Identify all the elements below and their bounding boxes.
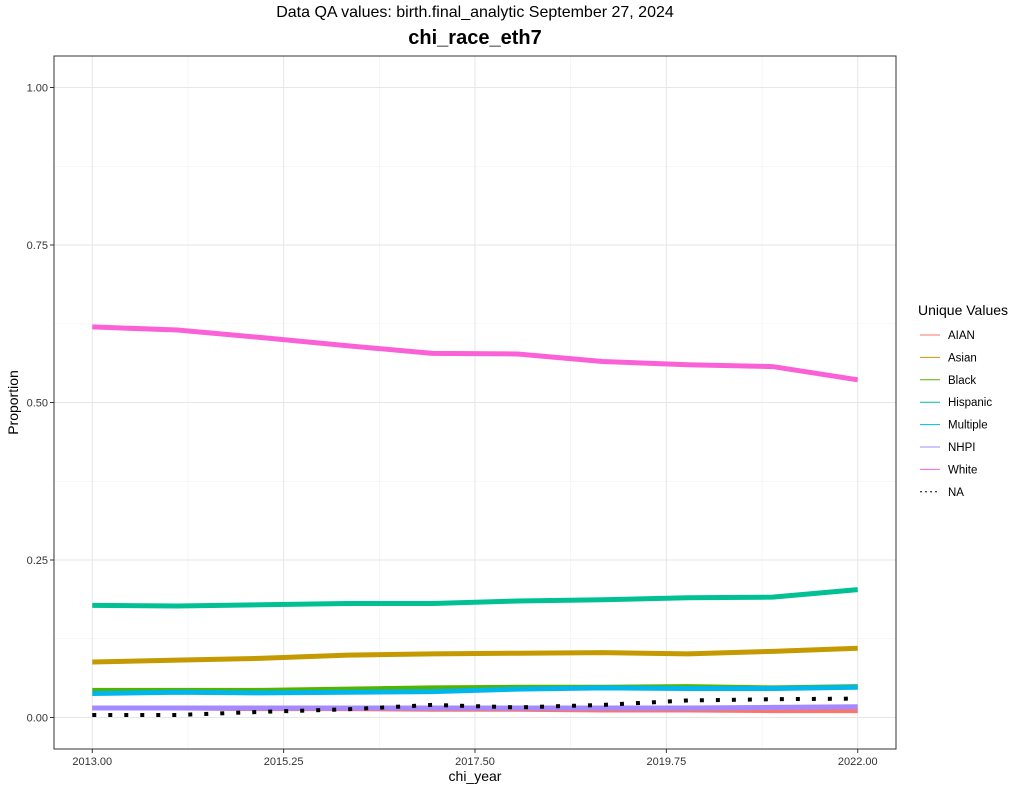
x-tick-label: 2017.50	[455, 756, 495, 768]
series-lines	[92, 324, 859, 717]
y-tick-label: 1.00	[27, 83, 48, 95]
legend-label-black: Black	[948, 375, 976, 387]
chart-title: chi_race_eth7	[408, 27, 542, 49]
grid-lines	[54, 56, 896, 749]
y-axis-label: Proportion	[5, 370, 21, 435]
y-tick-label: 0.50	[27, 398, 48, 410]
x-axis-label: chi_year	[449, 768, 502, 784]
x-tick-label: 2013.00	[72, 756, 112, 768]
series-line-multiple	[92, 684, 858, 697]
axes: 2013.00 2015.25 2017.50 2019.75 2022.00 0.00 0…	[27, 83, 878, 769]
x-tick-label: 2019.75	[646, 756, 686, 768]
series-line-white	[92, 324, 859, 383]
chart-subtitle: Data QA values: birth.final_analytic Sep…	[276, 4, 674, 21]
legend-label-asian: Asian	[948, 352, 977, 364]
series-line-asian	[92, 645, 858, 665]
legend-label-nhpi: NHPI	[948, 442, 975, 454]
legend-label-aian: AIAN	[948, 330, 975, 342]
y-tick-label: 0.75	[27, 240, 48, 252]
legend: Unique Values AIAN Asian Black Hispanic Mult…	[918, 302, 1008, 499]
series-line-nhpi	[92, 704, 858, 711]
x-tick-label: 2022.00	[838, 756, 878, 768]
y-tick-label: 0.25	[27, 555, 48, 567]
legend-label-hispanic: Hispanic	[948, 397, 992, 409]
legend-label-na: NA	[948, 487, 964, 499]
series-line-hispanic	[92, 587, 858, 609]
legend-label-white: White	[948, 464, 977, 476]
x-tick-label: 2015.25	[264, 756, 304, 768]
legend-label-multiple: Multiple	[948, 420, 988, 432]
legend-title: Unique Values	[918, 302, 1008, 318]
y-tick-label: 0.00	[27, 713, 48, 725]
